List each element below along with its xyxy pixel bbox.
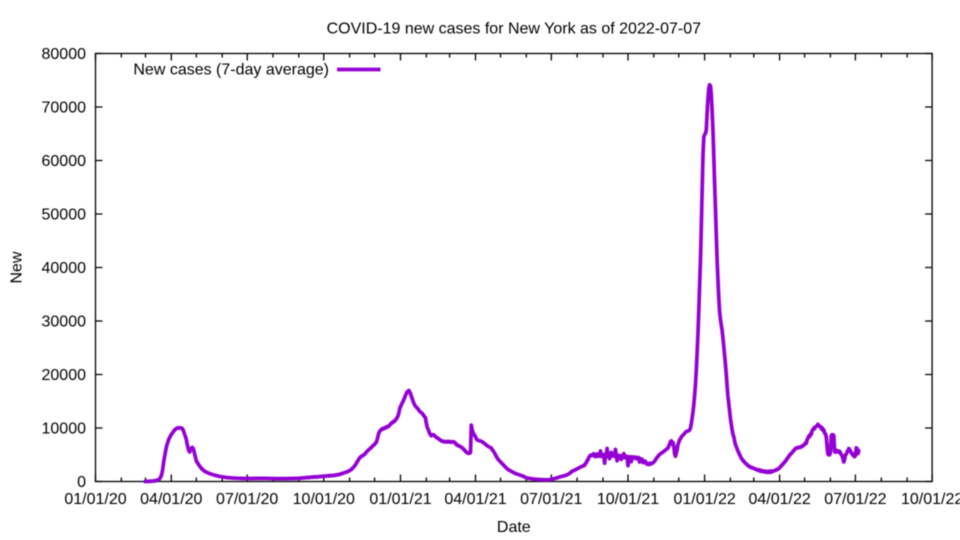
svg-text:30000: 30000	[42, 314, 87, 331]
svg-text:60000: 60000	[42, 153, 87, 170]
svg-text:COVID-19 new cases for New Yor: COVID-19 new cases for New York as of 20…	[327, 21, 702, 38]
svg-text:70000: 70000	[42, 100, 87, 117]
svg-text:0: 0	[77, 474, 86, 491]
svg-text:10/01/20: 10/01/20	[293, 491, 355, 508]
svg-text:04/01/20: 04/01/20	[140, 491, 202, 508]
svg-text:New cases (7-day average): New cases (7-day average)	[133, 62, 329, 79]
svg-text:20000: 20000	[42, 367, 87, 384]
svg-text:40000: 40000	[42, 260, 87, 277]
svg-text:10000: 10000	[42, 421, 87, 438]
svg-text:10/01/22: 10/01/22	[901, 491, 960, 508]
svg-text:01/01/21: 01/01/21	[369, 491, 431, 508]
svg-text:Date: Date	[497, 519, 531, 536]
svg-text:04/01/21: 04/01/21	[444, 491, 506, 508]
svg-text:10/01/21: 10/01/21	[597, 491, 659, 508]
svg-text:New: New	[9, 251, 26, 283]
svg-text:07/01/21: 07/01/21	[520, 491, 582, 508]
svg-text:50000: 50000	[42, 207, 87, 224]
svg-text:07/01/20: 07/01/20	[216, 491, 278, 508]
svg-text:80000: 80000	[42, 46, 87, 63]
svg-text:01/01/22: 01/01/22	[673, 491, 735, 508]
svg-text:04/01/22: 04/01/22	[748, 491, 810, 508]
svg-text:07/01/22: 07/01/22	[824, 491, 886, 508]
svg-text:01/01/20: 01/01/20	[64, 491, 126, 508]
